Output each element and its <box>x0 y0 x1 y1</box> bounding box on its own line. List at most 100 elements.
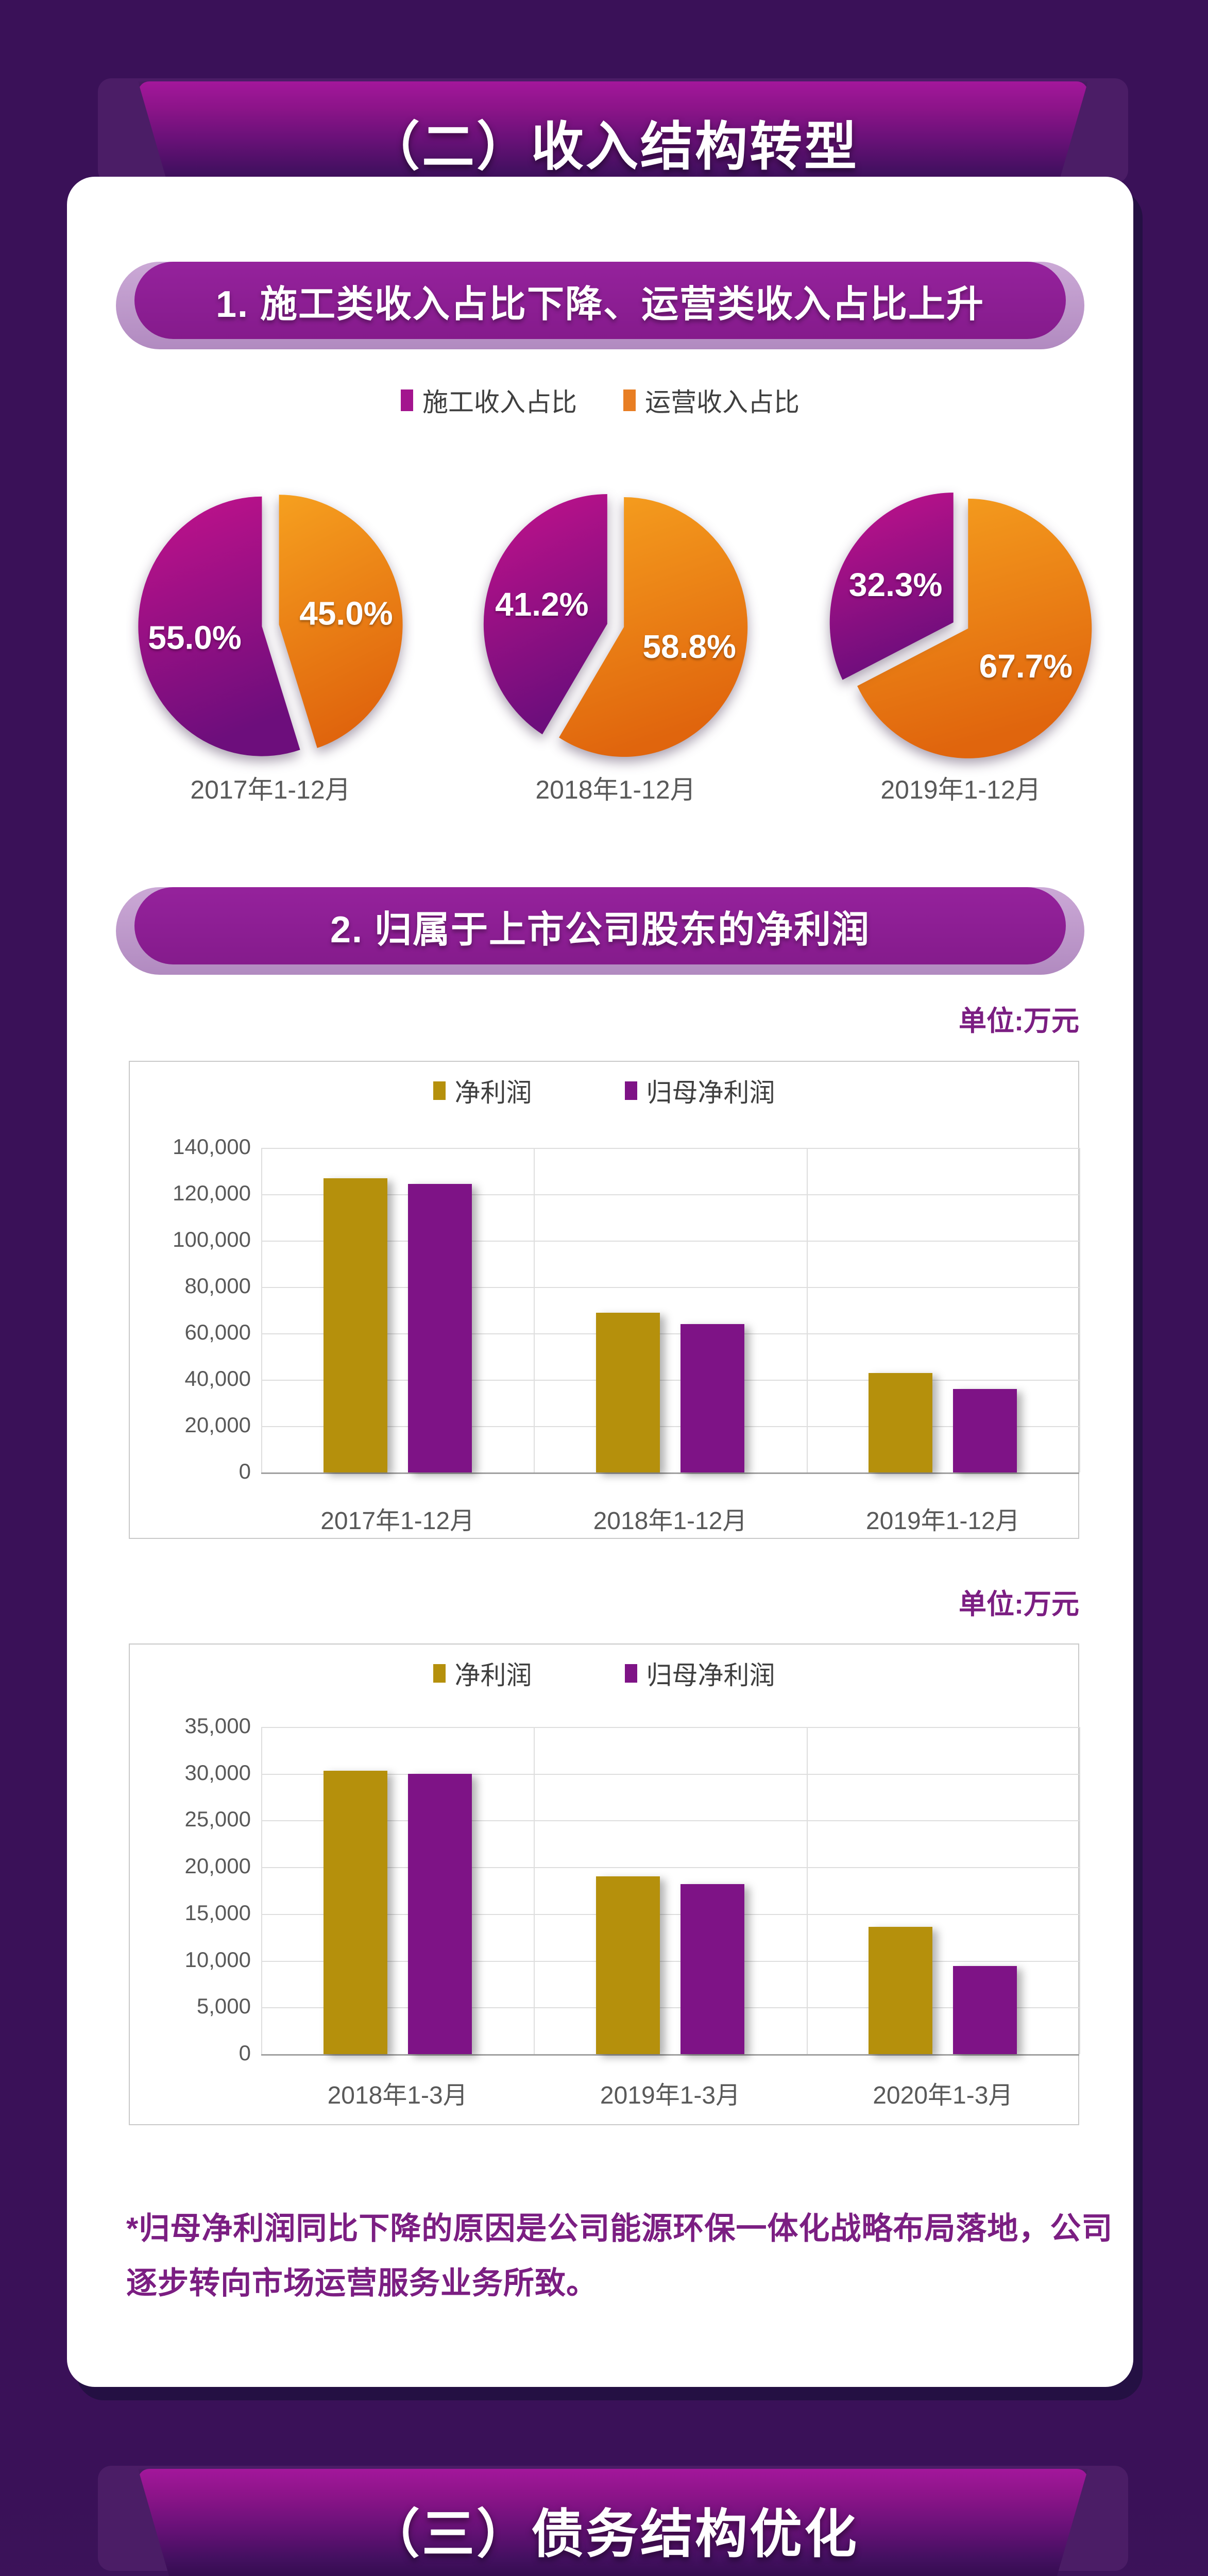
bar-归母净利润-2019年1-12月 <box>953 1389 1017 1472</box>
y-axis-tick-label: 0 <box>239 1459 251 1483</box>
legend-item: 施工收入占比 <box>401 382 577 419</box>
y-axis-tick-label: 25,000 <box>184 1807 251 1832</box>
gridline-v <box>534 1148 535 1472</box>
x-axis-label: 2019年1-3月 <box>600 2082 741 2109</box>
bar-chart-annual-net-profit: 净利润 归母净利润 140,000 120,000 100,000 80,000 60,00… <box>129 1061 1080 1539</box>
pie-value-label: 55.0% <box>148 619 241 656</box>
gridline-v <box>1079 1727 1080 2054</box>
y-axis-tick-label: 100,000 <box>173 1227 251 1251</box>
legend-label: 净利润 <box>454 1078 532 1107</box>
legend-marker-icon <box>433 1664 446 1683</box>
gridline-h <box>261 1333 1079 1334</box>
pie-slice-施工收入占比 <box>138 496 300 756</box>
y-axis-tick-label: 0 <box>239 2041 251 2065</box>
legend-marker-icon <box>433 1081 446 1100</box>
income-card: 1. 施工类收入占比下降、运营类收入占比上升 施工收入占比 运营收入占比 45.0… <box>67 177 1133 2387</box>
bar-归母净利润-2019年1-3月 <box>680 1884 744 2054</box>
pill-revenue-share-face: 1. 施工类收入占比下降、运营类收入占比上升 <box>134 262 1066 339</box>
pie-value-label: 67.7% <box>979 648 1073 685</box>
x-axis-label: 2018年1-12月 <box>593 1507 747 1535</box>
legend-label: 净利润 <box>454 1661 532 1690</box>
legend-item: 净利润 <box>433 1655 532 1692</box>
gridline-h <box>261 2054 1079 2056</box>
legend-marker-icon <box>401 389 413 411</box>
y-axis-tick-label: 20,000 <box>184 1413 251 1437</box>
pie-revenue-2019: 67.7% 32.3% <box>816 471 1105 780</box>
unit-label-quarter: 单位:万元 <box>959 1589 1079 1620</box>
legend-label: 归母净利润 <box>646 1661 775 1690</box>
y-axis-tick-label: 5,000 <box>196 1994 251 2019</box>
pie-revenue-2017: 45.0% 55.0% <box>126 471 415 780</box>
gridline-h <box>261 1867 1079 1869</box>
pie-value-label: 32.3% <box>849 566 942 603</box>
chart-legend: 净利润 归母净利润 <box>130 1076 1078 1107</box>
pie-value-label: 41.2% <box>495 586 588 623</box>
pie-slice-施工收入占比 <box>483 494 607 735</box>
unit-label-annual: 单位:万元 <box>959 1006 1079 1037</box>
pill-revenue-share-label: 1. 施工类收入占比下降、运营类收入占比上升 <box>215 283 985 325</box>
gridline-v <box>806 1148 808 1472</box>
pie-value-label: 45.0% <box>299 595 393 632</box>
gridline-v <box>534 1727 535 2054</box>
pie-revenue-2018: 58.8% 41.2% <box>471 471 760 780</box>
bar-净利润-2018年1-12月 <box>596 1312 660 1472</box>
pie-chart: 45.0% 55.0% <box>138 495 403 756</box>
pie-slice-施工收入占比 <box>829 493 954 680</box>
bar-净利润-2020年1-3月 <box>869 1927 933 2054</box>
legend-label: 运营收入占比 <box>645 388 799 417</box>
bar-归母净利润-2020年1-3月 <box>953 1966 1017 2054</box>
gridline-h <box>261 1472 1079 1474</box>
gridline-v <box>1079 1148 1080 1472</box>
x-axis-label: 2020年1-3月 <box>873 2082 1013 2109</box>
footnote-net-profit: *归母净利润同比下降的原因是公司能源环保一体化战略布局落地，公司逐步转向市场运营… <box>126 2211 1113 2300</box>
legend-item: 运营收入占比 <box>623 382 799 419</box>
gridline-h <box>261 2007 1079 2009</box>
y-axis-tick-label: 30,000 <box>184 1760 251 1785</box>
gridline-v <box>261 1727 262 2054</box>
legend-marker-icon <box>624 1081 637 1100</box>
legend-label: 归母净利润 <box>646 1078 775 1107</box>
gridline-h <box>261 1148 1079 1149</box>
pie-caption-2018: 2018年1-12月 <box>535 775 696 804</box>
y-axis-tick-label: 20,000 <box>184 1854 251 1878</box>
bar-归母净利润-2017年1-12月 <box>407 1183 472 1472</box>
gridline-h <box>261 1913 1079 1915</box>
gridline-h <box>261 1241 1079 1242</box>
gridline-v <box>261 1148 262 1472</box>
legend-revenue-share: 施工收入占比 运营收入占比 <box>67 382 1133 419</box>
pill-revenue-share: 1. 施工类收入占比下降、运营类收入占比上升 <box>116 262 1084 349</box>
gridline-h <box>261 1820 1079 1822</box>
pie-caption-2017: 2017年1-12月 <box>190 775 351 804</box>
gridline-h <box>261 1380 1079 1381</box>
gridline-h <box>261 1727 1079 1728</box>
legend-marker-icon <box>624 1664 637 1683</box>
bar-净利润-2019年1-12月 <box>869 1372 933 1472</box>
banner-debt-structure: （三）债务结构优化 <box>98 2466 1128 2576</box>
banner-income-structure: （二）收入结构转型 <box>98 78 1128 203</box>
gridline-h <box>261 1194 1079 1195</box>
gridline-h <box>261 1426 1079 1427</box>
bar-净利润-2018年1-3月 <box>323 1771 387 2054</box>
gridline-h <box>261 1960 1079 1962</box>
bar-chart-quarterly-net-profit: 净利润 归母净利润 35,000 30,000 25,000 20,000 15,000 10… <box>129 1643 1080 2125</box>
y-axis-tick-label: 35,000 <box>184 1714 251 1738</box>
x-axis-label: 2017年1-12月 <box>320 1507 475 1535</box>
bar-归母净利润-2018年1-12月 <box>680 1324 744 1472</box>
ribbon-face <box>138 2469 1088 2576</box>
bar-归母净利润-2018年1-3月 <box>407 1773 472 2054</box>
pie-slice-运营收入占比 <box>857 498 1092 758</box>
legend-label: 施工收入占比 <box>422 388 577 417</box>
y-axis-tick-label: 120,000 <box>173 1181 251 1205</box>
banner-debt-title: （三）债务结构优化 <box>367 2504 859 2564</box>
pill-net-profit-label: 2. 归属于上市公司股东的净利润 <box>330 909 871 951</box>
legend-marker-icon <box>623 389 636 411</box>
y-axis-tick-label: 80,000 <box>184 1274 251 1298</box>
pie-slice-运营收入占比 <box>559 497 748 757</box>
bar-净利润-2019年1-3月 <box>596 1876 660 2054</box>
pill-net-profit-face: 2. 归属于上市公司股东的净利润 <box>134 887 1066 964</box>
y-axis-tick-label: 10,000 <box>184 1947 251 1972</box>
gridline-h <box>261 1773 1079 1775</box>
legend-item: 归母净利润 <box>624 1072 775 1109</box>
bar-净利润-2017年1-12月 <box>323 1178 387 1472</box>
